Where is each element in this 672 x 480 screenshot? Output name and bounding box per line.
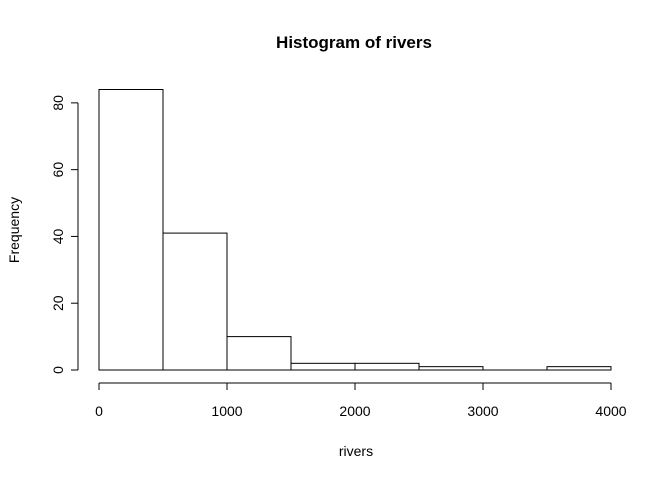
y-axis-label: Frequency xyxy=(6,197,22,263)
x-axis-label: rivers xyxy=(339,443,373,459)
x-tick-label-3: 3000 xyxy=(467,403,498,419)
x-tick-label-2: 2000 xyxy=(339,403,370,419)
y-tick-label-1: 20 xyxy=(50,295,66,311)
y-tick-label-4: 80 xyxy=(50,95,66,111)
chart-title: Histogram of rivers xyxy=(276,33,432,52)
bars-group xyxy=(98,89,612,371)
x-axis: 0 1000 2000 3000 4000 xyxy=(95,382,627,419)
histogram-bar-3 xyxy=(290,362,356,371)
x-tick-label-1: 1000 xyxy=(211,403,242,419)
histogram-bar-2 xyxy=(226,336,292,371)
histogram-bar-7 xyxy=(546,366,612,371)
y-tick-label-0: 0 xyxy=(50,366,66,374)
x-tick-label-4: 4000 xyxy=(595,403,626,419)
histogram-bar-1 xyxy=(162,232,228,371)
y-axis: 0 20 40 60 80 xyxy=(50,95,79,374)
y-tick-label-2: 40 xyxy=(50,228,66,244)
histogram-bar-4 xyxy=(354,362,420,371)
y-tick-label-3: 60 xyxy=(50,162,66,178)
histogram-bar-5 xyxy=(418,366,484,371)
x-tick-label-0: 0 xyxy=(95,403,103,419)
histogram-bar-0 xyxy=(98,89,164,371)
